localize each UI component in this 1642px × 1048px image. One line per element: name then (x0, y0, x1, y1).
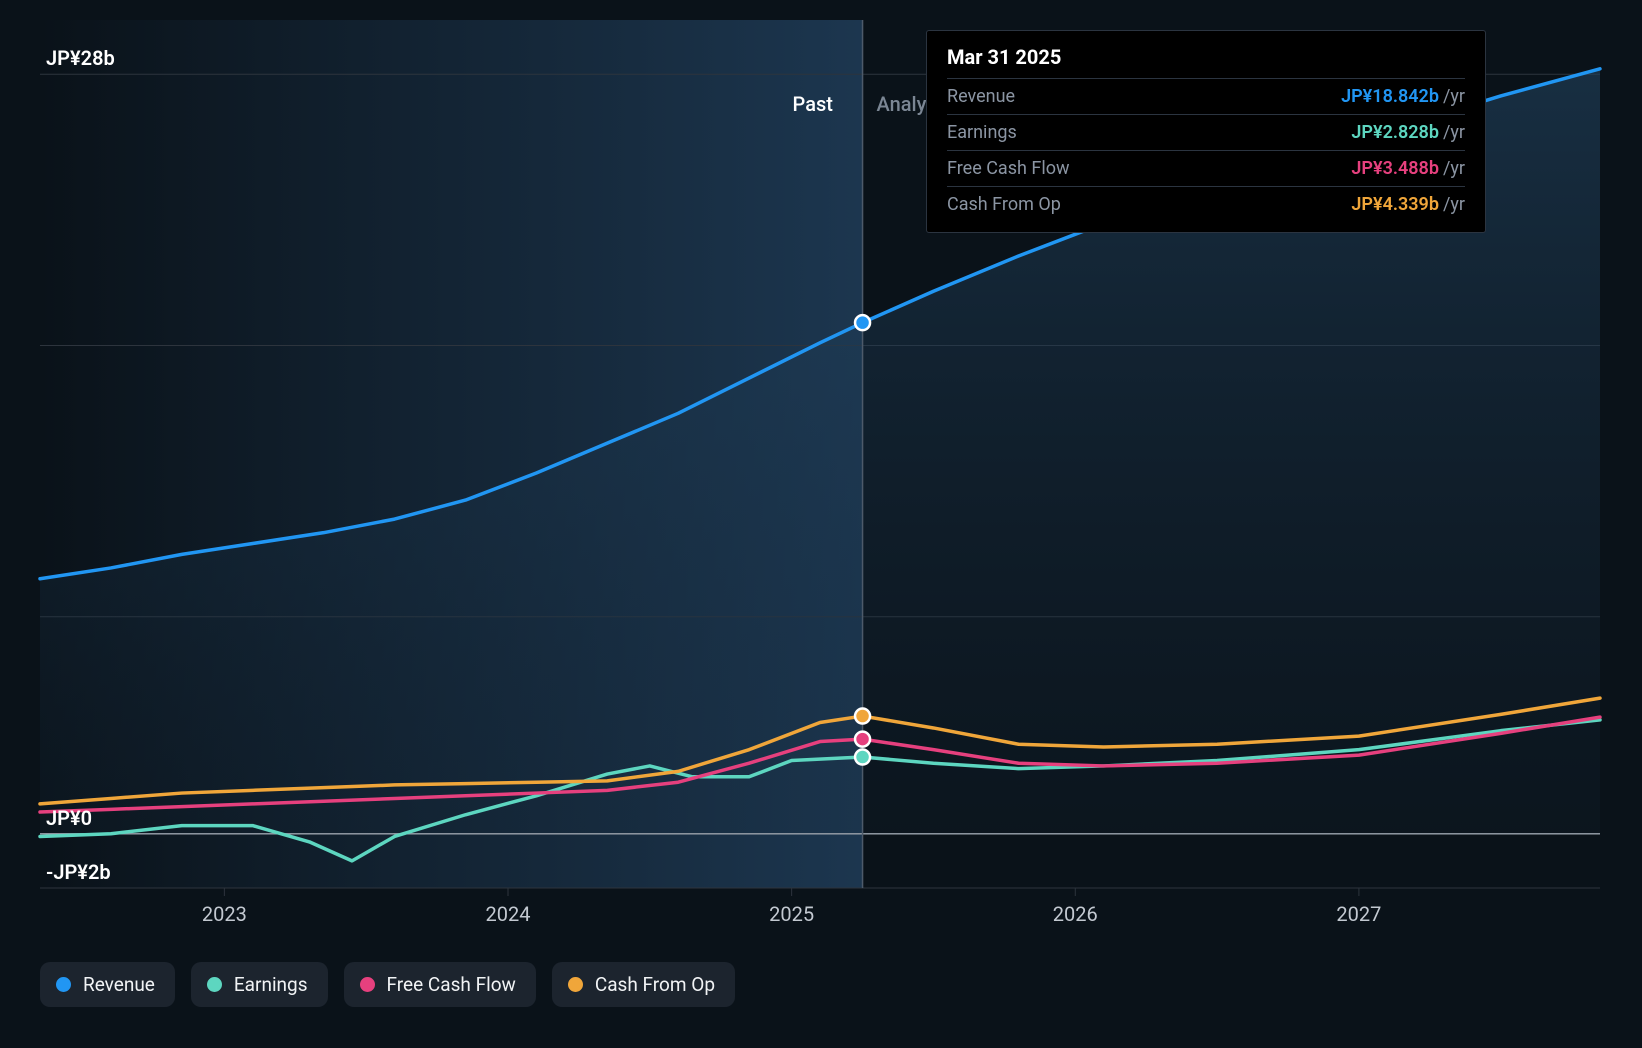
legend-swatch (360, 977, 375, 992)
marker-revenue (855, 315, 870, 330)
tooltip-row-label: Revenue (947, 86, 1015, 107)
tooltip-row-label: Free Cash Flow (947, 158, 1070, 179)
tooltip-row-unit: /yr (1443, 122, 1465, 143)
tooltip-row: Earnings JP¥2.828b/yr (947, 115, 1465, 151)
past-region-label: Past (793, 92, 833, 116)
legend-swatch (207, 977, 222, 992)
tooltip-row: Cash From Op JP¥4.339b/yr (947, 187, 1465, 222)
tooltip-row: Revenue JP¥18.842b/yr (947, 79, 1465, 115)
tooltip-row-value-wrap: JP¥3.488b/yr (1351, 158, 1465, 179)
legend-swatch (56, 977, 71, 992)
tooltip-row-value-wrap: JP¥4.339b/yr (1351, 194, 1465, 215)
x-axis-label: 2027 (1336, 902, 1381, 926)
legend-item[interactable]: Revenue (40, 962, 175, 1007)
x-axis-label: 2025 (769, 902, 814, 926)
legend-item[interactable]: Cash From Op (552, 962, 735, 1007)
legend-item[interactable]: Free Cash Flow (344, 962, 536, 1007)
chart-tooltip: Mar 31 2025 RevenueJP¥18.842b/yrEarnings… (926, 30, 1486, 233)
tooltip-row-value: JP¥3.488b (1351, 158, 1439, 179)
y-axis-label: JP¥0 (46, 806, 92, 830)
tooltip-row-value-wrap: JP¥18.842b/yr (1341, 86, 1465, 107)
legend-label: Free Cash Flow (387, 973, 516, 996)
y-axis-label: -JP¥2b (46, 860, 111, 884)
tooltip-date: Mar 31 2025 (947, 45, 1465, 79)
legend-item[interactable]: Earnings (191, 962, 328, 1007)
marker-fcf (855, 732, 870, 747)
x-axis-label: 2026 (1053, 902, 1098, 926)
chart-legend: Revenue Earnings Free Cash Flow Cash From O… (40, 962, 735, 1007)
tooltip-row-label: Cash From Op (947, 194, 1061, 215)
y-axis-label: JP¥28b (46, 46, 115, 70)
financial-forecast-chart: JP¥28b JP¥0 -JP¥2b 2023 2024 2025 2026 2027 Pa… (0, 0, 1642, 1048)
marker-earnings (855, 750, 870, 765)
tooltip-row-unit: /yr (1443, 194, 1465, 215)
tooltip-row-value: JP¥2.828b (1351, 122, 1439, 143)
tooltip-row: Free Cash Flow JP¥3.488b/yr (947, 151, 1465, 187)
tooltip-row-label: Earnings (947, 122, 1017, 143)
tooltip-row-value-wrap: JP¥2.828b/yr (1351, 122, 1465, 143)
tooltip-row-unit: /yr (1443, 86, 1465, 107)
marker-cfo (855, 709, 870, 724)
legend-label: Earnings (234, 973, 308, 996)
x-axis-label: 2024 (486, 902, 531, 926)
tooltip-row-value: JP¥4.339b (1351, 194, 1439, 215)
tooltip-row-unit: /yr (1443, 158, 1465, 179)
legend-label: Revenue (83, 973, 155, 996)
legend-swatch (568, 977, 583, 992)
tooltip-row-value: JP¥18.842b (1341, 86, 1439, 107)
x-axis-label: 2023 (202, 902, 247, 926)
legend-label: Cash From Op (595, 973, 715, 996)
